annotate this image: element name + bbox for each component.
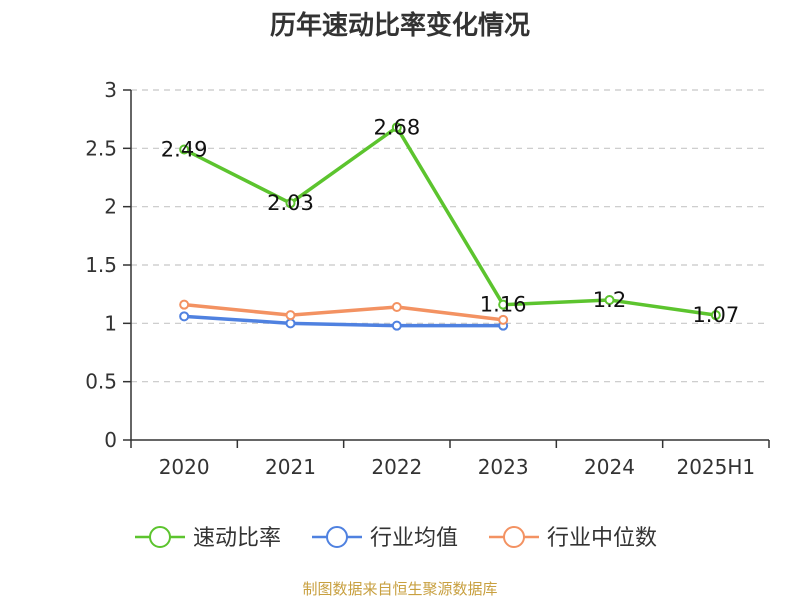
data-point [285,318,296,329]
data-label: 2.68 [373,115,420,139]
data-point [179,299,190,310]
data-label: 2.49 [161,138,208,162]
chart-title: 历年速动比率变化情况 [270,10,530,41]
x-tick-label: 2020 [159,455,210,479]
data-point [391,320,402,331]
data-point [391,302,402,312]
data-label: 2.03 [267,191,314,215]
series-line [182,302,505,322]
y-tick-label: 1.5 [85,253,117,277]
y-tick-label: 0 [104,428,117,452]
y-tick-label: 2.5 [85,136,117,160]
legend-marker [503,526,525,548]
data-labels: 2.49 2.03 2.68 1.16 1.2 1.07 [161,115,739,327]
y-tick-label: 1 [104,311,117,335]
x-tick-label: 2024 [584,455,635,479]
data-point [285,310,296,321]
legend-item-0[interactable]: 速动比率 [135,526,281,551]
series-line [182,314,505,328]
legend[interactable]: 速动比率 行业均值 行业中位数 [135,526,657,551]
data-point [391,122,402,133]
data-label: 1.2 [593,288,626,312]
axes: 0 0.5 1 1.5 2 2.5 3 2020 2021 2022 2023 2024 2025H1 [85,78,770,479]
data-point [710,310,721,321]
legend-label: 速动比率 [193,526,281,551]
data-point [498,299,509,310]
legend-item-1[interactable]: 行业均值 [312,526,458,551]
legend-marker [326,526,348,548]
data-point [179,144,190,155]
grid-lines [131,89,769,383]
y-tick-label: 2 [104,195,117,219]
x-tick-label: 2025H1 [676,455,755,479]
legend-marker [149,526,171,548]
legend-label: 行业均值 [370,526,458,551]
legend-label: 行业中位数 [547,526,657,551]
y-tick-label: 0.5 [85,370,117,394]
data-label: 1.16 [480,293,527,317]
data-point [498,314,509,325]
source-note: 制图数据来自恒生聚源数据库 [302,580,497,598]
data-label: 1.07 [692,303,739,327]
series-line [182,125,718,317]
legend-item-2[interactable]: 行业中位数 [489,526,657,551]
data-point [179,311,190,322]
series-2 [179,299,509,325]
data-point [285,198,296,209]
x-tick-label: 2023 [478,455,529,479]
x-tick-label: 2022 [371,455,422,479]
y-tick-label: 3 [104,78,117,102]
series-0 [179,122,721,321]
series-layer [179,122,721,331]
x-tick-label: 2021 [265,455,316,479]
data-point [604,295,615,305]
